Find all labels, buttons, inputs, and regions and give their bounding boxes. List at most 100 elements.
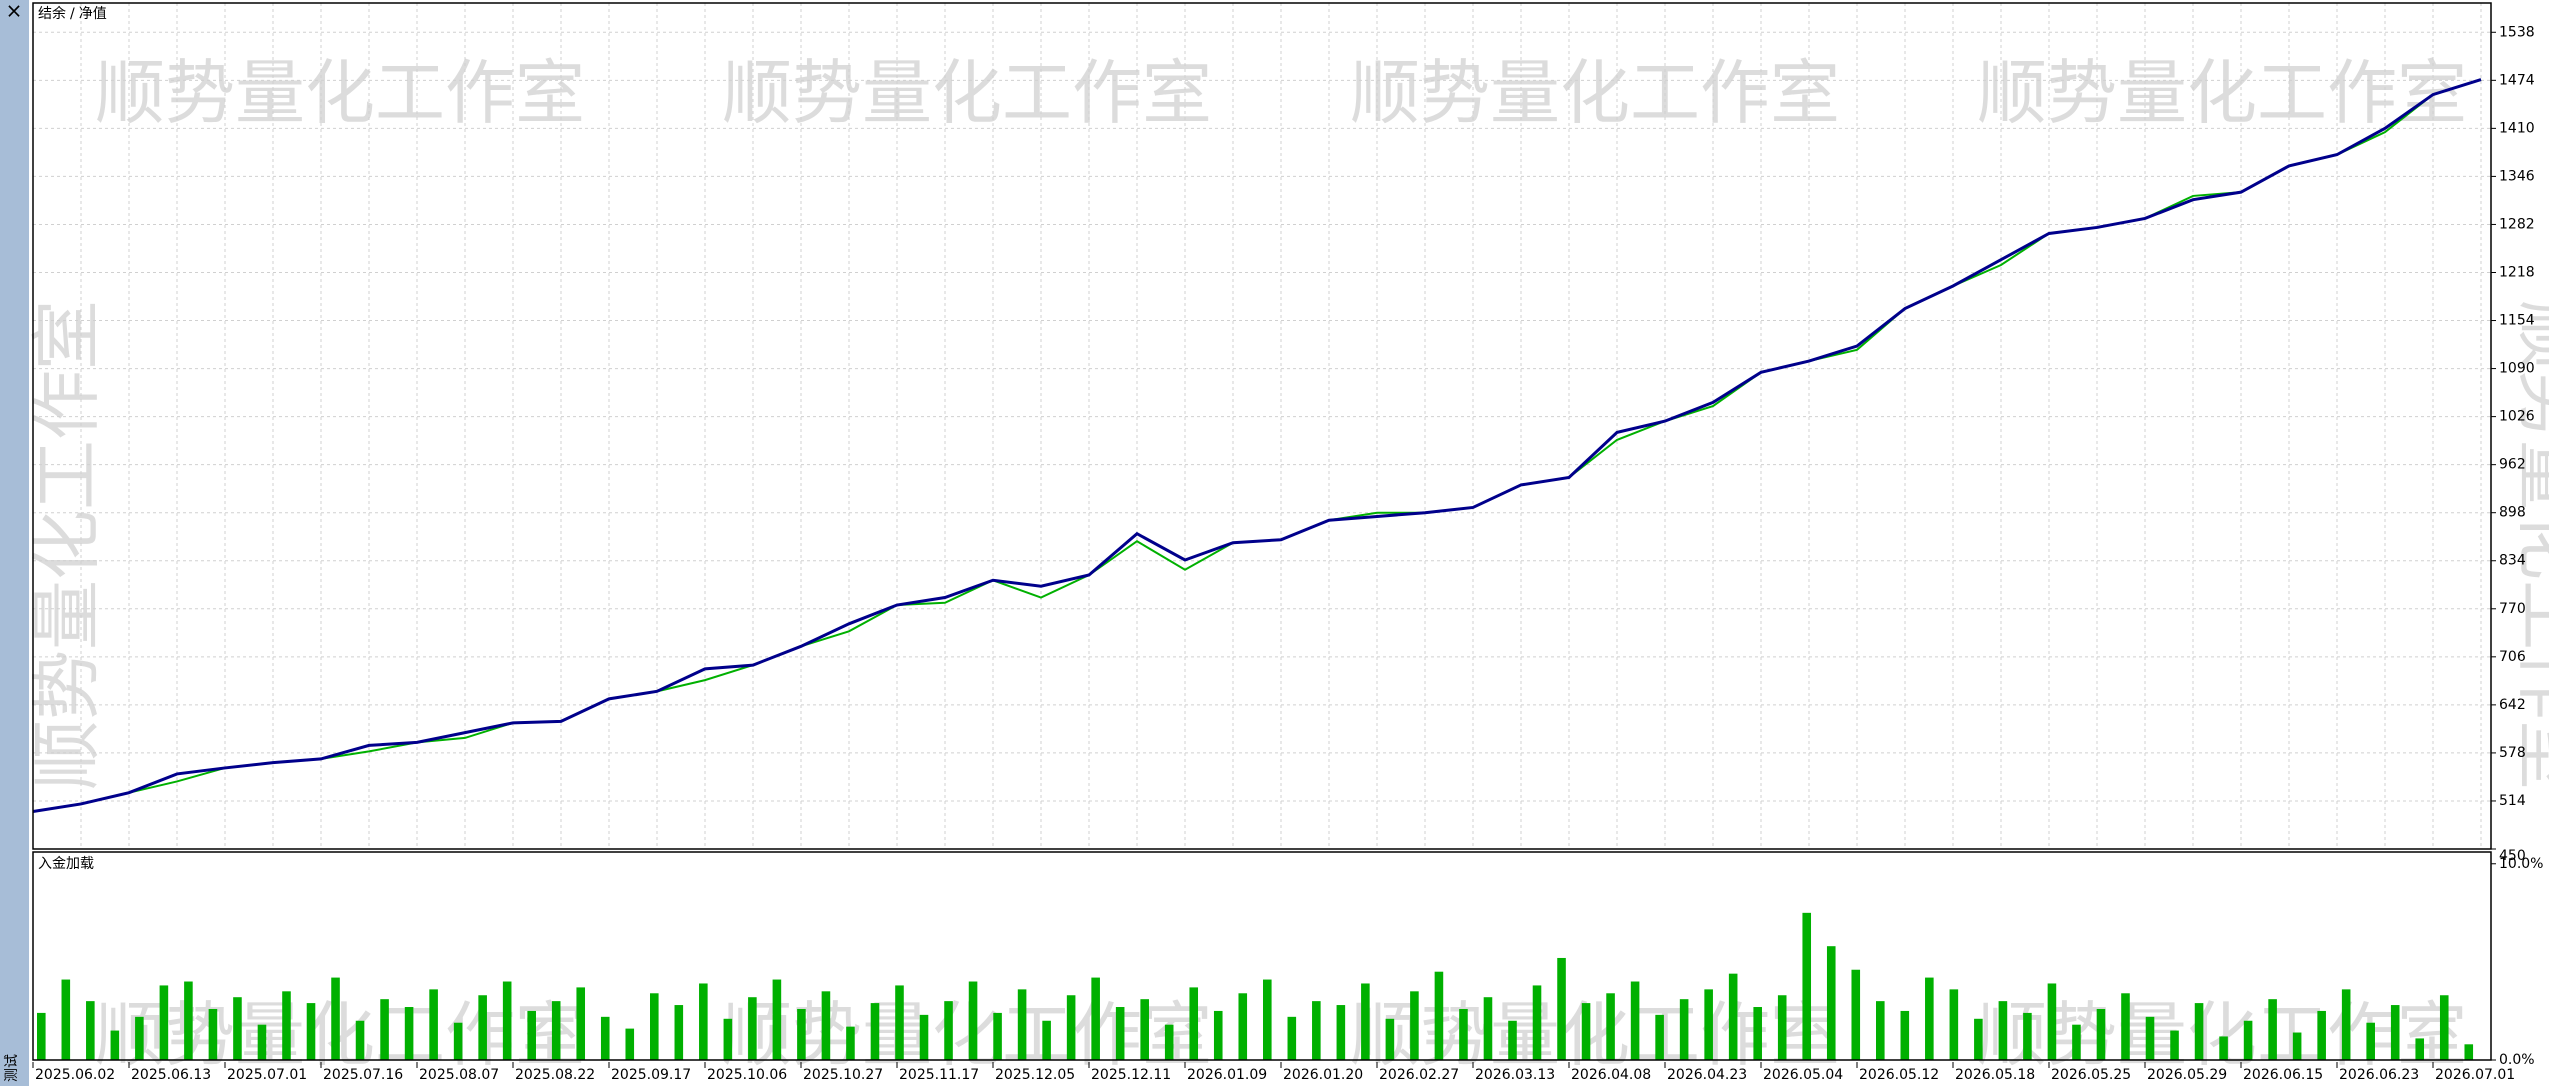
bar xyxy=(355,1020,365,1060)
bar xyxy=(2072,1024,2081,1060)
bar xyxy=(331,977,340,1060)
x-tick-label: 2026.05.18 xyxy=(1955,1067,2035,1083)
x-tick-label: 2026.03.13 xyxy=(1475,1067,1555,1083)
bar xyxy=(1557,957,1566,1060)
x-tick-label: 2026.06.15 xyxy=(2243,1067,2323,1083)
bar xyxy=(895,985,904,1060)
bar xyxy=(1434,971,1444,1060)
bar xyxy=(2170,1030,2179,1060)
y-tick-label: 514 xyxy=(2499,793,2526,809)
watermark: 顺势量化工作室 xyxy=(722,52,1212,134)
bar xyxy=(2439,995,2449,1060)
bar xyxy=(1213,1010,1223,1060)
bar xyxy=(2219,1036,2228,1060)
x-tick-label: 2026.02.27 xyxy=(1379,1067,1459,1083)
watermark: 顺势量化工作室 xyxy=(722,994,1212,1076)
bar xyxy=(797,1008,806,1060)
x-tick-label: 2026.04.23 xyxy=(1667,1067,1747,1083)
bar xyxy=(1900,1010,1910,1060)
x-tick-label: 2026.05.25 xyxy=(2051,1067,2131,1083)
watermark: 顺势量化工作室 xyxy=(26,300,108,790)
bar xyxy=(478,995,487,1060)
bar xyxy=(1998,1001,2008,1060)
bar xyxy=(748,997,757,1060)
bar xyxy=(61,979,71,1060)
bar xyxy=(772,979,782,1060)
x-tick-label: 2025.06.02 xyxy=(35,1067,115,1083)
bar xyxy=(1508,1020,1517,1060)
bar xyxy=(1581,1003,1591,1060)
x-tick-label: 2025.10.06 xyxy=(707,1067,787,1083)
bar xyxy=(1263,979,1272,1060)
bar xyxy=(1091,977,1100,1060)
bar xyxy=(2096,1008,2106,1060)
y-tick-label: 962 xyxy=(2499,457,2526,473)
y-tick-label: 1474 xyxy=(2499,72,2535,88)
x-tick-label: 2026.05.04 xyxy=(1763,1067,1843,1083)
bar xyxy=(208,1008,218,1060)
bar xyxy=(282,991,291,1060)
x-tick-label: 2026.07.01 xyxy=(2435,1067,2515,1083)
watermark: 顺势量化工作室 xyxy=(1350,994,1840,1076)
bar xyxy=(86,1001,95,1060)
bar xyxy=(1066,995,1076,1060)
bar xyxy=(1753,1007,1762,1060)
bar xyxy=(944,1001,953,1060)
bar xyxy=(135,1016,144,1060)
bar xyxy=(1876,1001,1885,1060)
bar xyxy=(650,993,659,1060)
x-tick-label: 2025.10.27 xyxy=(803,1067,883,1083)
bar xyxy=(1925,977,1934,1060)
legend-separator: / xyxy=(70,6,75,22)
bar xyxy=(1606,993,1615,1060)
y-tick-label: 1538 xyxy=(2499,24,2535,40)
bar xyxy=(576,987,586,1060)
series-line xyxy=(32,78,2482,813)
bar xyxy=(37,1012,46,1060)
tester-tab[interactable]: 测试 xyxy=(4,1054,20,1082)
bar xyxy=(1826,946,1836,1060)
bar xyxy=(2366,1022,2375,1060)
panel-frame xyxy=(32,2,2492,850)
bar xyxy=(159,985,169,1060)
x-tick-label: 2025.07.16 xyxy=(323,1067,403,1083)
watermark: 顺势量化工作室 xyxy=(2509,300,2549,790)
panel-title: 入金加载 xyxy=(38,856,94,872)
bar xyxy=(2145,1016,2155,1060)
bar xyxy=(1385,1018,1395,1060)
bar xyxy=(380,999,389,1060)
watermark: 顺势量化工作室 xyxy=(95,994,585,1076)
watermark: 顺势量化工作室 xyxy=(1350,52,1840,134)
bar xyxy=(870,1003,880,1060)
bar xyxy=(2194,1003,2204,1060)
y-tick-label: 770 xyxy=(2499,601,2526,617)
bar xyxy=(2415,1038,2425,1060)
bar xyxy=(1728,973,1738,1060)
bar xyxy=(1115,1007,1125,1060)
bar xyxy=(1630,981,1640,1060)
close-button[interactable]: × xyxy=(6,0,23,23)
x-tick-label: 2025.12.05 xyxy=(995,1067,1075,1083)
bar xyxy=(1238,993,1248,1060)
bar xyxy=(2292,1032,2302,1060)
x-tick-label: 2026.05.29 xyxy=(2147,1067,2227,1083)
bar xyxy=(429,989,438,1060)
bar xyxy=(502,981,512,1060)
bar xyxy=(2464,1044,2474,1060)
y-tick-label: 1346 xyxy=(2499,168,2535,184)
y-tick-label: 642 xyxy=(2499,697,2526,713)
x-tick-label: 2026.04.08 xyxy=(1571,1067,1651,1083)
bar xyxy=(723,1018,733,1060)
bar xyxy=(1532,985,1542,1060)
bar xyxy=(993,1012,1002,1060)
x-tick-label: 2025.08.07 xyxy=(419,1067,499,1083)
bar xyxy=(1140,999,1149,1060)
bar xyxy=(551,1001,561,1060)
x-tick-label: 2026.05.12 xyxy=(1859,1067,1939,1083)
bar xyxy=(404,1007,414,1060)
x-tick-label: 2025.12.11 xyxy=(1091,1067,1171,1083)
y-tick-label: 1090 xyxy=(2499,361,2535,377)
y-tick-label: 450 xyxy=(2499,848,2526,864)
bar xyxy=(2047,983,2057,1060)
